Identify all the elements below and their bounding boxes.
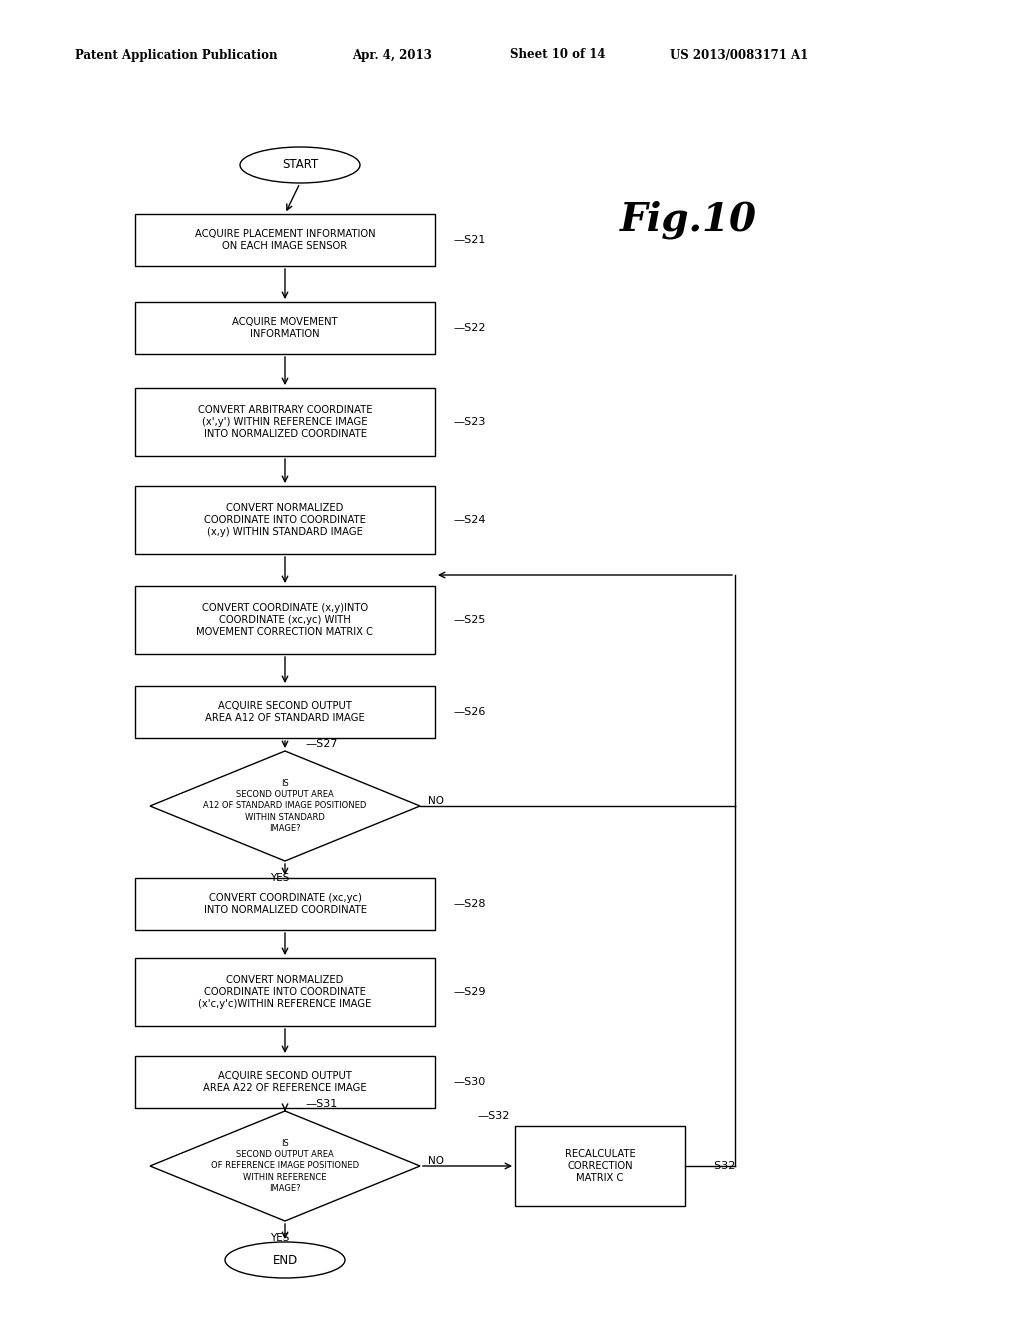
- Text: ACQUIRE SECOND OUTPUT
AREA A22 OF REFERENCE IMAGE: ACQUIRE SECOND OUTPUT AREA A22 OF REFERE…: [203, 1071, 367, 1093]
- Polygon shape: [150, 751, 420, 861]
- Text: ACQUIRE MOVEMENT
INFORMATION: ACQUIRE MOVEMENT INFORMATION: [232, 317, 338, 339]
- Text: —S32: —S32: [477, 1111, 510, 1121]
- Text: END: END: [272, 1254, 298, 1266]
- FancyBboxPatch shape: [135, 1056, 435, 1107]
- Text: ACQUIRE SECOND OUTPUT
AREA A12 OF STANDARD IMAGE: ACQUIRE SECOND OUTPUT AREA A12 OF STANDA…: [205, 701, 365, 723]
- Ellipse shape: [225, 1242, 345, 1278]
- Text: Apr. 4, 2013: Apr. 4, 2013: [352, 49, 432, 62]
- Text: START: START: [282, 158, 318, 172]
- Text: CONVERT NORMALIZED
COORDINATE INTO COORDINATE
(x'c,y'c)WITHIN REFERENCE IMAGE: CONVERT NORMALIZED COORDINATE INTO COORD…: [199, 974, 372, 1010]
- Text: Fig.10: Fig.10: [620, 201, 757, 239]
- Text: CONVERT COORDINATE (x,y)INTO
COORDINATE (xc,yc) WITH
MOVEMENT CORRECTION MATRIX : CONVERT COORDINATE (x,y)INTO COORDINATE …: [197, 603, 374, 638]
- FancyBboxPatch shape: [135, 878, 435, 931]
- Text: —S28: —S28: [453, 899, 485, 909]
- Text: —S21: —S21: [453, 235, 485, 246]
- Text: ACQUIRE PLACEMENT INFORMATION
ON EACH IMAGE SENSOR: ACQUIRE PLACEMENT INFORMATION ON EACH IM…: [195, 228, 376, 251]
- Text: —S27: —S27: [305, 739, 338, 748]
- Text: CONVERT COORDINATE (xc,yc)
INTO NORMALIZED COORDINATE: CONVERT COORDINATE (xc,yc) INTO NORMALIZ…: [204, 892, 367, 915]
- FancyBboxPatch shape: [135, 486, 435, 554]
- Text: CONVERT NORMALIZED
COORDINATE INTO COORDINATE
(x,y) WITHIN STANDARD IMAGE: CONVERT NORMALIZED COORDINATE INTO COORD…: [204, 503, 366, 537]
- Text: —S26: —S26: [453, 708, 485, 717]
- FancyBboxPatch shape: [135, 586, 435, 653]
- FancyBboxPatch shape: [135, 388, 435, 455]
- FancyBboxPatch shape: [135, 958, 435, 1026]
- Text: YES: YES: [270, 1233, 290, 1243]
- Text: NO: NO: [428, 1156, 444, 1166]
- Text: YES: YES: [270, 873, 290, 883]
- Text: —S31: —S31: [305, 1100, 337, 1109]
- FancyBboxPatch shape: [135, 302, 435, 354]
- Text: IS
SECOND OUTPUT AREA
OF REFERENCE IMAGE POSITIONED
WITHIN REFERENCE
IMAGE?: IS SECOND OUTPUT AREA OF REFERENCE IMAGE…: [211, 1139, 359, 1193]
- Text: —S25: —S25: [453, 615, 485, 624]
- Ellipse shape: [240, 147, 360, 183]
- Polygon shape: [150, 1111, 420, 1221]
- Text: —S22: —S22: [453, 323, 485, 333]
- Text: Patent Application Publication: Patent Application Publication: [75, 49, 278, 62]
- FancyBboxPatch shape: [515, 1126, 685, 1206]
- Text: —S23: —S23: [453, 417, 485, 426]
- Text: —S24: —S24: [453, 515, 485, 525]
- Text: IS
SECOND OUTPUT AREA
A12 OF STANDARD IMAGE POSITIONED
WITHIN STANDARD
IMAGE?: IS SECOND OUTPUT AREA A12 OF STANDARD IM…: [204, 779, 367, 833]
- Text: US 2013/0083171 A1: US 2013/0083171 A1: [670, 49, 808, 62]
- Text: Sheet 10 of 14: Sheet 10 of 14: [510, 49, 605, 62]
- Text: —S32: —S32: [703, 1162, 735, 1171]
- Text: RECALCULATE
CORRECTION
MATRIX C: RECALCULATE CORRECTION MATRIX C: [564, 1148, 635, 1184]
- Text: —S30: —S30: [453, 1077, 485, 1086]
- FancyBboxPatch shape: [135, 214, 435, 267]
- Text: NO: NO: [428, 796, 444, 807]
- Text: —S29: —S29: [453, 987, 485, 997]
- Text: CONVERT ARBITRARY COORDINATE
(x',y') WITHIN REFERENCE IMAGE
INTO NORMALIZED COOR: CONVERT ARBITRARY COORDINATE (x',y') WIT…: [198, 405, 373, 440]
- FancyBboxPatch shape: [135, 686, 435, 738]
